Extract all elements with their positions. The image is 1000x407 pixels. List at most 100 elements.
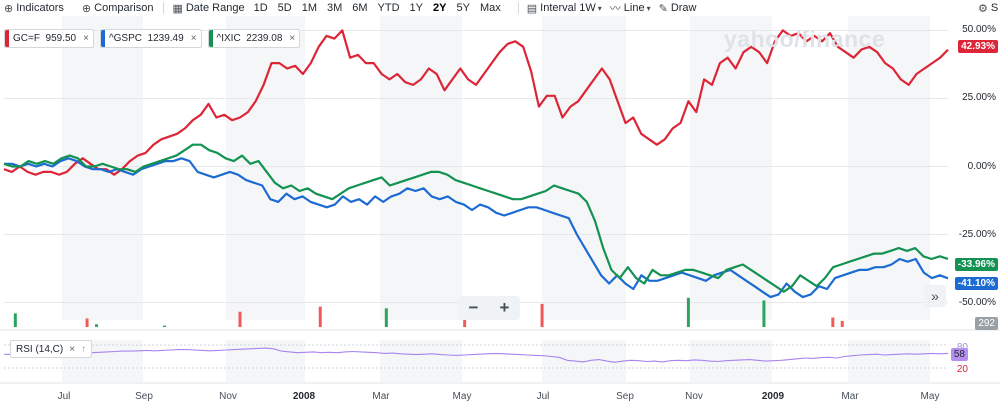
- toolbar: ⊕ Indicators ⊕ Comparison ▦ Date Range 1D 5D…: [0, 0, 1000, 16]
- legend-item[interactable]: ^IXIC 2239.08 ×: [207, 29, 301, 48]
- month-band: [226, 340, 305, 382]
- series-color-swatch: [100, 30, 105, 47]
- x-tick-label: May: [452, 391, 472, 402]
- range-max[interactable]: Max: [479, 2, 501, 14]
- interval-button[interactable]: ▤ Interval 1W ▾: [523, 0, 606, 16]
- y-tick-label: 0.00%: [967, 160, 996, 172]
- plus-circle-icon: ⊕: [4, 2, 14, 15]
- legend-item[interactable]: GC=F 959.50 ×: [4, 29, 94, 48]
- volume-bar: [318, 306, 322, 327]
- interval-label: Interval: [540, 2, 577, 14]
- volume-bar: [85, 318, 89, 327]
- line-chart-icon: 〰: [609, 3, 621, 15]
- month-band: [380, 340, 462, 382]
- y-tick-label: -25.00%: [958, 228, 996, 240]
- rsi-value-tag: 58: [950, 348, 968, 361]
- series-line-gcf: [3, 29, 949, 176]
- x-tick-label: Sep: [135, 391, 153, 402]
- close-icon[interactable]: ×: [69, 343, 76, 355]
- volume-bar: [686, 297, 690, 327]
- calendar-icon: ▦: [172, 2, 183, 15]
- range-selector: 1D 5D 1M 3M 6M YTD 1Y 2Y 5Y Max: [249, 2, 506, 14]
- month-band: [848, 340, 930, 382]
- gspc-value-tag: -41.10%: [954, 277, 998, 290]
- volume-bar: [540, 303, 544, 327]
- x-tick-label: 2009: [761, 391, 785, 402]
- interval-icon: ▤: [526, 2, 538, 15]
- x-tick-label: Jul: [57, 391, 71, 402]
- legend-label: GC=F 959.50: [13, 33, 77, 44]
- ixic-value-tag: -33.96%: [954, 258, 998, 271]
- plus-circle-icon: ⊕: [81, 2, 92, 15]
- zoom-in-button[interactable]: +: [499, 298, 510, 317]
- indicators-button[interactable]: ⊕ Indicators: [0, 0, 68, 16]
- series-line-gspc: [4, 157, 949, 299]
- volume-bar: [13, 313, 17, 327]
- settings-label: S: [990, 2, 999, 14]
- x-tick-label: Nov: [685, 391, 703, 402]
- month-band: [62, 16, 143, 320]
- divider: [517, 2, 519, 14]
- chart-type-label: Line: [623, 2, 645, 14]
- interval-value: 1W: [579, 2, 596, 14]
- month-band: [542, 340, 626, 382]
- series-line-ixic: [3, 143, 949, 293]
- month-band: [380, 16, 462, 320]
- zoom-controls: − +: [458, 296, 520, 320]
- comparison-button[interactable]: ⊕ Comparison: [78, 0, 158, 16]
- legend-item[interactable]: ^GSPC 1239.49 ×: [99, 29, 202, 48]
- gear-icon: ⚙: [978, 2, 988, 15]
- volume-bar: [384, 308, 388, 327]
- series-color-swatch: [208, 30, 213, 47]
- x-tick-label: May: [920, 391, 940, 402]
- range-3m[interactable]: 3M: [326, 2, 343, 14]
- volume-tag: 292: [975, 317, 998, 330]
- rsi-legend[interactable]: RSI (14,C) × ↑: [10, 340, 93, 358]
- comparison-label: Comparison: [94, 2, 154, 14]
- range-1d[interactable]: 1D: [253, 2, 268, 14]
- x-tick-label: Jul: [536, 391, 550, 402]
- range-1m[interactable]: 1M: [301, 2, 317, 14]
- volume-bar: [162, 325, 166, 327]
- range-2y[interactable]: 2Y: [433, 2, 447, 14]
- y-tick-label: 50.00%: [962, 24, 996, 36]
- series-color-swatch: [5, 30, 9, 47]
- arrow-up-icon[interactable]: ↑: [81, 343, 87, 355]
- y-tick-label: 25.00%: [962, 92, 996, 104]
- close-icon[interactable]: ×: [83, 33, 89, 44]
- gc-value-tag: 42.93%: [958, 40, 998, 53]
- scroll-right-button[interactable]: »: [924, 285, 946, 307]
- settings-button[interactable]: ⚙ S: [974, 0, 1000, 16]
- y-tick-label: -50.00%: [958, 296, 996, 308]
- draw-label: Draw: [670, 2, 697, 14]
- month-band: [542, 16, 626, 320]
- zoom-out-button[interactable]: −: [468, 298, 479, 317]
- range-ytd[interactable]: YTD: [377, 2, 400, 14]
- date-range-button[interactable]: ▦ Date Range: [168, 0, 248, 16]
- x-tick-label: Sep: [616, 391, 634, 402]
- yahoo-finance-watermark: yahoo/finance: [724, 26, 886, 52]
- chevron-down-icon: ▾: [646, 3, 651, 13]
- range-6m[interactable]: 6M: [352, 2, 368, 14]
- divider: [163, 2, 165, 14]
- series-legend: GC=F 959.50 × ^GSPC 1239.49 × ^IXIC 2239.08 ×: [4, 29, 301, 48]
- volume-bar: [95, 324, 99, 327]
- chevron-down-icon: ▾: [597, 3, 602, 13]
- x-tick-label: 2008: [292, 391, 316, 402]
- range-5y[interactable]: 5Y: [456, 2, 470, 14]
- x-tick-label: Nov: [219, 391, 237, 402]
- rsi-label: RSI (14,C): [16, 343, 64, 355]
- draw-button[interactable]: ✎ Draw: [655, 0, 701, 16]
- pencil-icon: ✎: [658, 2, 668, 15]
- month-band: [226, 16, 305, 320]
- month-band: [848, 16, 930, 320]
- volume-bar: [762, 300, 766, 327]
- range-1y[interactable]: 1Y: [409, 2, 424, 14]
- close-icon[interactable]: ×: [289, 33, 296, 44]
- rsi-line: [3, 347, 949, 363]
- x-tick-label: Mar: [372, 391, 390, 402]
- range-5d[interactable]: 5D: [277, 2, 292, 14]
- chart-type-button[interactable]: 〰 Line ▾: [606, 0, 655, 16]
- close-icon[interactable]: ×: [190, 33, 197, 44]
